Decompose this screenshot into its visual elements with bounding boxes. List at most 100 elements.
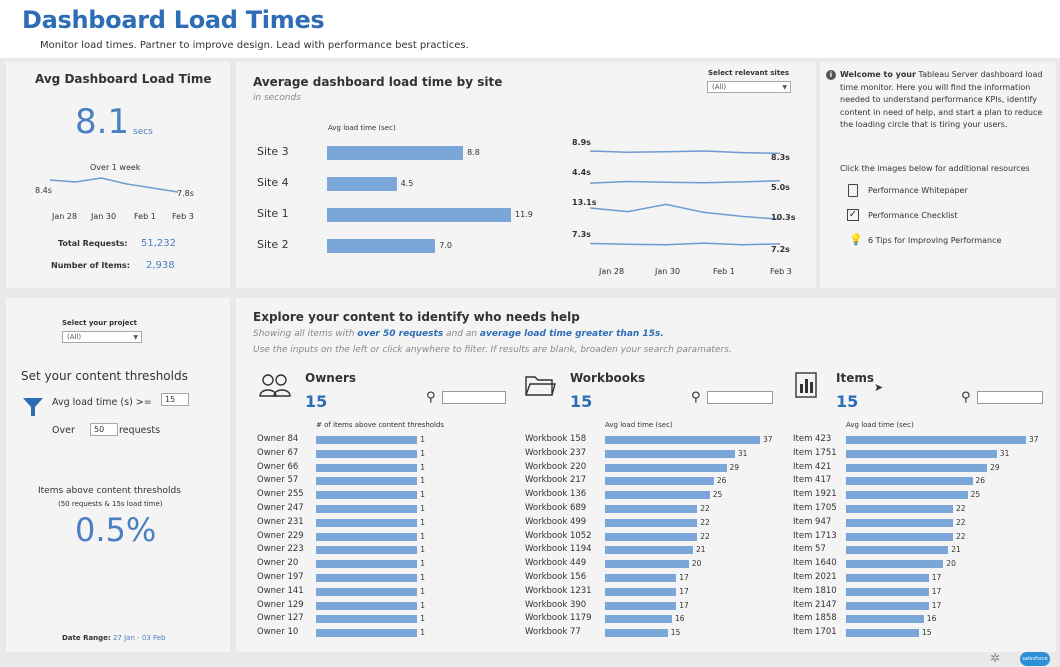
items-row-bar: [846, 629, 919, 638]
items-row-value: 29: [990, 462, 1000, 472]
site-bar: [327, 146, 464, 160]
items-row-bar: [846, 601, 929, 610]
items-row-value: 31: [999, 448, 1010, 458]
items-row-bar: [846, 518, 953, 527]
link-tips[interactable]: 6 Tips for Improving Performance: [868, 236, 1002, 245]
workbooks-row-value: 22: [700, 504, 710, 513]
filter-icon: [23, 398, 43, 416]
search-icon[interactable]: ⚲: [961, 390, 971, 405]
items-axis: Avg load time (sec): [846, 421, 914, 429]
items-row-bar: [846, 615, 924, 624]
owners-row-label: Owner 129: [257, 599, 304, 610]
owners-row-label: Owner 229: [257, 530, 304, 541]
owners-axis: # of items above content thresholds: [316, 421, 445, 429]
dashboard-icon: [795, 372, 817, 398]
workbooks-title: Workbooks: [570, 371, 646, 385]
items-row-label: Item 1640: [793, 558, 837, 569]
workbooks-row-value: 20: [691, 559, 702, 569]
workbooks-row-label: Workbook 158: [525, 434, 587, 444]
site-value: 4.5: [400, 179, 414, 188]
workbooks-row-bar: [605, 587, 677, 596]
owners-row-label: Owner 57: [257, 475, 299, 486]
workbooks-row-value: 22: [700, 517, 710, 527]
workbooks-row-label: Workbook 390: [525, 599, 587, 610]
doc-icon[interactable]: [848, 184, 858, 197]
load-threshold-input[interactable]: 15: [161, 393, 189, 406]
info-icon: i: [826, 70, 836, 80]
project-dropdown[interactable]: (All) ▼: [62, 331, 142, 343]
workbooks-row-bar: [605, 477, 714, 486]
items-row-value: 25: [970, 490, 981, 500]
kpi-spark-line: [50, 177, 178, 193]
owners-row-bar: [316, 546, 418, 555]
site-label: Site 2: [257, 238, 289, 251]
salesforce-badge-text: salesforce: [1022, 656, 1048, 662]
owners-row-value: 1: [420, 517, 426, 527]
owners-row-value: 1: [420, 435, 426, 444]
above-title: Items above content thresholds: [38, 486, 181, 496]
workbooks-row-label: Workbook 217: [525, 475, 587, 486]
checkbox-icon[interactable]: ✓: [847, 209, 859, 221]
kpi-date-label: Jan 28: [52, 212, 78, 221]
owners-row-value: 1: [420, 559, 426, 569]
site-bar: [327, 177, 397, 191]
site-date-label: Jan 28: [599, 267, 625, 276]
site-label: Site 4: [257, 176, 289, 189]
search-icon[interactable]: ⚲: [426, 390, 436, 405]
workbooks-row-label: Workbook 237: [525, 447, 587, 458]
project-value: (All): [67, 333, 82, 341]
owners-search-input[interactable]: [442, 391, 506, 404]
items-row-bar: [846, 587, 929, 596]
owners-row-label: Owner 141: [257, 585, 304, 596]
owners-row-label: Owner 67: [257, 447, 299, 458]
site-trend-start: 8.9s: [572, 138, 591, 147]
owners-row-label: Owner 127: [257, 613, 304, 624]
items-row-bar: [846, 449, 997, 458]
workbooks-row-value: 15: [670, 628, 681, 638]
items-row-bar: [846, 546, 949, 555]
site-trend-line: [590, 150, 780, 155]
items-count-value: 2,938: [146, 260, 175, 271]
kpi-spark-end: 7.8s: [177, 189, 194, 198]
owners-row-value: 1: [420, 448, 426, 458]
kpi-panel: [6, 62, 230, 288]
requests-threshold-input[interactable]: 50: [90, 423, 118, 436]
workbooks-search-input[interactable]: [707, 391, 773, 404]
workbooks-row-value: 17: [679, 600, 689, 610]
workbooks-row-label: Workbook 136: [525, 489, 587, 500]
owners-row-label: Owner 20: [257, 558, 299, 569]
workbooks-row-value: 31: [737, 448, 748, 458]
owners-row-bar: [316, 436, 418, 444]
link-whitepaper[interactable]: Performance Whitepaper: [868, 186, 968, 195]
owners-row-bar: [316, 477, 418, 486]
items-search-input[interactable]: [977, 391, 1043, 404]
items-row-label: Item 423: [793, 434, 832, 444]
chevron-down-icon: ▼: [782, 84, 787, 91]
site-label: Site 1: [257, 207, 289, 220]
items-row-label: Item 1713: [793, 530, 837, 541]
owners-row-value: 1: [420, 504, 426, 513]
site-filter-dropdown[interactable]: (All) ▼: [707, 81, 791, 93]
total-requests-value: 51,232: [141, 238, 176, 249]
workbooks-row-bar: [605, 449, 735, 458]
site-bar: [327, 208, 511, 222]
salesforce-badge: salesforce: [1020, 652, 1050, 666]
site-trend-start: 4.4s: [572, 168, 591, 177]
search-icon[interactable]: ⚲: [691, 390, 701, 405]
site-label: Site 3: [257, 145, 289, 158]
lightbulb-icon[interactable]: 💡: [849, 233, 863, 246]
info-resources-intro: Click the images below for additional re…: [840, 164, 1030, 173]
link-checklist[interactable]: Performance Checklist: [868, 211, 958, 220]
requests-label: requests: [119, 425, 161, 436]
owners-row-label: Owner 223: [257, 544, 304, 555]
workbooks-row-value: 29: [729, 462, 740, 472]
owners-row-bar: [316, 574, 418, 582]
site-bar: [327, 239, 436, 253]
items-row-label: Item 1921: [793, 489, 837, 500]
workbooks-row-label: Workbook 1194: [525, 544, 592, 555]
explore-line1-d: average load time greater than 15s.: [479, 329, 664, 339]
items-row-label: Item 1751: [793, 447, 837, 458]
workbooks-row-bar: [605, 532, 698, 541]
kpi-spark-start: 8.4s: [35, 186, 52, 195]
site-trend-end: 7.2s: [771, 245, 790, 254]
